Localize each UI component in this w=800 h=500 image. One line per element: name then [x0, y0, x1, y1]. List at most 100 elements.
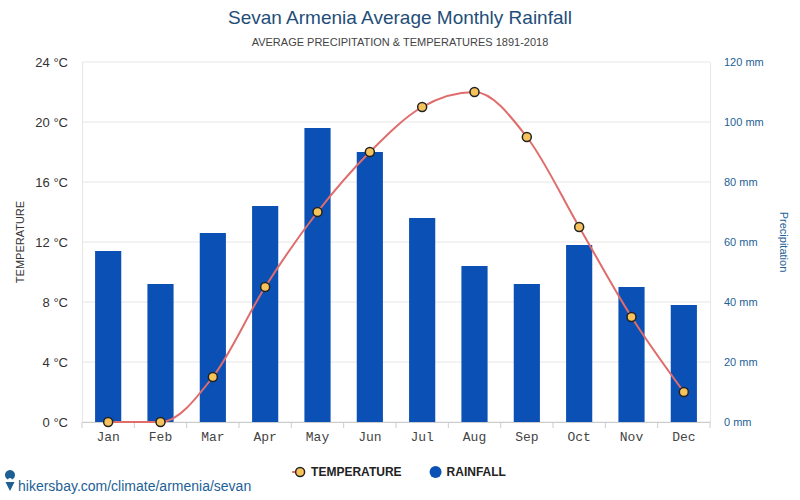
x-tick: Mar [201, 422, 224, 445]
marker [104, 418, 113, 427]
y2-axis: 0 mm 20 mm 40 mm 60 mm 80 mm 100 mm 120 mm [710, 56, 764, 428]
y-tick: 16 °C [35, 175, 82, 190]
y2-tick: 120 mm [710, 56, 764, 68]
grid-line [82, 242, 710, 243]
y2-tick: 40 mm [710, 296, 758, 308]
marker [418, 103, 427, 112]
bar [304, 128, 330, 422]
bar [566, 245, 592, 422]
x-tick-label: Sep [515, 430, 538, 445]
marker [522, 133, 531, 142]
bar [514, 284, 540, 422]
marker [365, 148, 374, 157]
x-separator [657, 422, 658, 428]
x-separator [500, 422, 501, 428]
x-tick: Dec [672, 422, 695, 445]
y-tick: 4 °C [43, 355, 82, 370]
marker [208, 373, 217, 382]
y-axis-title: TEMPERATURE [14, 201, 26, 283]
x-separator [605, 422, 606, 428]
x-tick-label: Apr [253, 430, 276, 445]
source: hikersbay.com/climate/armenia/sevan [5, 470, 251, 494]
x-tick-label: Mar [201, 430, 224, 445]
y2-tick-label: 80 mm [724, 176, 758, 188]
marker [470, 88, 479, 97]
y2-axis-title: Precipitation [778, 212, 790, 273]
x-tick-label: Feb [149, 430, 172, 445]
y-tick-label: 4 °C [43, 355, 68, 370]
y2-tick: 100 mm [710, 116, 764, 128]
x-tick-label: Aug [463, 430, 486, 445]
bar [200, 233, 226, 422]
y2-tick-label: 40 mm [724, 296, 758, 308]
y-axis-line [82, 63, 83, 423]
legend-item: TEMPERATURE [292, 465, 401, 479]
y-tick: 12 °C [35, 235, 82, 250]
y-tick: 8 °C [43, 295, 82, 310]
y-tick: 20 °C [35, 115, 82, 130]
bar [357, 152, 383, 422]
x-separator [710, 422, 711, 428]
marker [156, 418, 165, 427]
x-tick: Nov [620, 422, 644, 445]
x-tick: Sep [515, 422, 538, 445]
legend-marker [296, 468, 305, 477]
bar [618, 287, 644, 422]
x-tick-label: Jan [96, 430, 119, 445]
y2-tick-label: 60 mm [724, 236, 758, 248]
x-tick: May [306, 422, 330, 445]
bar [671, 305, 697, 422]
legend-line [292, 471, 295, 473]
x-tick: Jul [410, 422, 434, 445]
x-tick-label: Jun [358, 430, 381, 445]
grid [82, 62, 710, 422]
legend-label: TEMPERATURE [311, 465, 401, 479]
x-separator [291, 422, 292, 428]
grid-line [82, 362, 710, 363]
y2-tick: 0 mm [710, 416, 752, 428]
y2-tick-label: 20 mm [724, 356, 758, 368]
grid-line [82, 122, 710, 123]
y-tick-label: 8 °C [43, 295, 68, 310]
x-tick-label: Oct [567, 430, 590, 445]
grid-line [82, 62, 710, 63]
grid-line [82, 182, 710, 183]
x-separator [239, 422, 240, 428]
y2-tick: 80 mm [710, 176, 758, 188]
source-icon [8, 478, 12, 482]
y-axis: 0 °C 4 °C 8 °C 12 °C 16 °C 20 °C 24 °C [35, 55, 82, 430]
source-icon [5, 470, 15, 491]
x-separator [186, 422, 187, 428]
marker [575, 223, 584, 232]
x-tick-label: Jul [410, 430, 434, 445]
legend: TEMPERATURE RAINFALL [292, 465, 506, 479]
chart: 0 °C 4 °C 8 °C 12 °C 16 °C 20 °C 24 °C 0 mm 20 m… [0, 0, 800, 500]
source-text: hikersbay.com/climate/armenia/sevan [18, 478, 251, 494]
grid-line [82, 302, 710, 303]
y2-tick: 60 mm [710, 236, 758, 248]
bar [95, 251, 121, 422]
x-tick-label: May [306, 430, 330, 445]
x-tick: Apr [253, 422, 276, 445]
legend-marker [430, 466, 442, 478]
title: Sevan Armenia Average Monthly Rainfall [228, 7, 572, 28]
line [108, 92, 684, 422]
y-tick: 0 °C [43, 415, 82, 430]
bar [147, 284, 173, 422]
x-axis: Jan Feb Mar Apr May Jun Jul Aug Sep Oct Nov Dec [83, 422, 711, 445]
x-tick-label: Nov [620, 430, 644, 445]
y-tick-label: 12 °C [35, 235, 68, 250]
x-separator [553, 422, 554, 428]
marker [261, 283, 270, 292]
subtitle: AVERAGE PRECIPITATION & TEMPERATURES 189… [252, 36, 549, 48]
x-tick: Oct [567, 422, 590, 445]
marker [313, 208, 322, 217]
legend-item: RAINFALL [430, 465, 506, 479]
y-tick-label: 0 °C [43, 415, 68, 430]
x-separator [343, 422, 344, 428]
y-tick-label: 24 °C [35, 55, 68, 70]
y2-tick-label: 120 mm [724, 56, 764, 68]
y-tick-label: 16 °C [35, 175, 68, 190]
bar [461, 266, 487, 422]
x-tick: Jun [358, 422, 381, 445]
